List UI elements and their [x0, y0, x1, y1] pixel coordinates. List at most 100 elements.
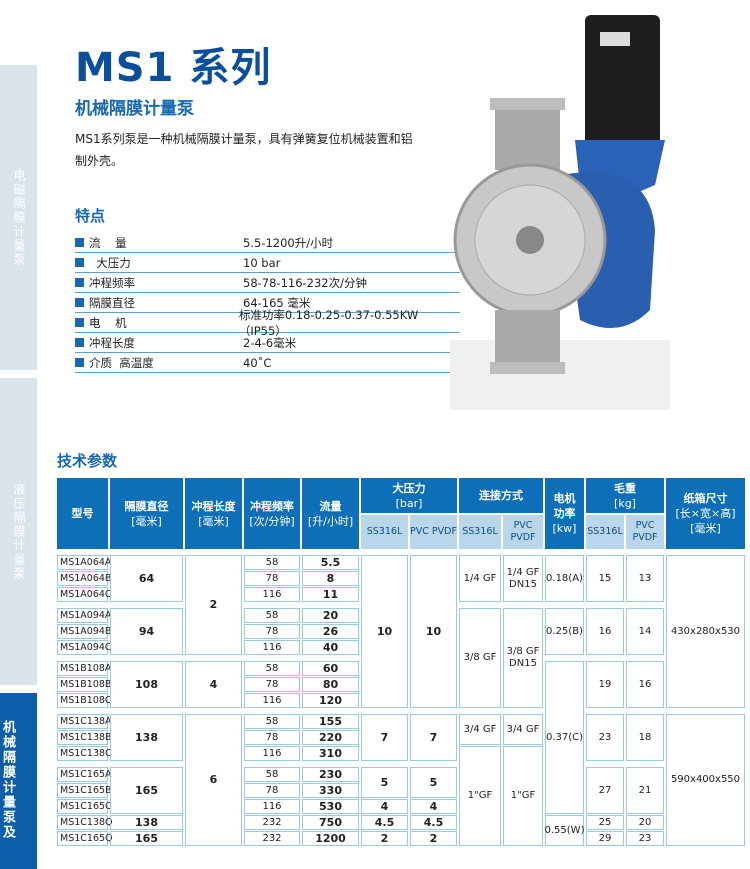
subheader-ss: SS316L — [361, 515, 408, 549]
weight-ss-cell: 23 — [586, 714, 624, 761]
frequency-cell: 78 — [244, 783, 300, 798]
flow-cell: 530 — [302, 799, 359, 814]
frequency-cell: 78 — [244, 624, 300, 639]
feature-value: 64-165 毫米 — [243, 295, 311, 310]
subheader-pvc: PVC PVDF — [503, 515, 543, 549]
page-subtitle: 机械隔膜计量泵 — [75, 99, 194, 119]
header-label: 功率 — [553, 507, 576, 520]
model-cell: MS1A064C — [57, 587, 112, 602]
weight-pvc-cell: 14 — [626, 608, 664, 655]
diameter-cell: 138 — [110, 714, 183, 761]
bullet-square-icon — [75, 258, 84, 267]
header-motor: 电机功率 [kw] — [545, 478, 584, 549]
flow-cell: 230 — [302, 767, 359, 782]
subheader-ss: SS316L — [459, 515, 501, 549]
flow-cell: 80 — [302, 677, 359, 692]
bullet-square-icon — [75, 278, 84, 287]
flow-cell: 5.5 — [302, 555, 359, 570]
weight-ss-cell: 19 — [586, 661, 624, 708]
spec-table-header: 型号 隔膜直径 [毫米] 冲程长度 [毫米] 冲程频率 [次/分钟] 流量 [升/小时]… — [57, 478, 745, 549]
weight-ss-cell: 25 — [586, 815, 624, 830]
feature-label: 介质 高温度 — [89, 355, 154, 370]
flow-cell: 155 — [302, 714, 359, 729]
frequency-cell: 116 — [244, 693, 300, 708]
diameter-cell: 138 — [110, 815, 183, 830]
box-size-cell: 590x400x550 — [666, 714, 745, 846]
feature-value: 58-78-116-232次/分钟 — [243, 275, 367, 290]
frequency-cell: 78 — [244, 677, 300, 692]
model-cell: MS1C138Q — [57, 815, 113, 830]
feature-row: 介质 高温度 40˚C — [75, 353, 460, 373]
feature-value: 5.5-1200升/小时 — [243, 235, 334, 250]
pressure-ss-cell: 4 — [361, 799, 408, 814]
flow-cell: 26 — [302, 624, 359, 639]
feature-value: 40˚C — [243, 355, 272, 370]
model-cell: MS1A094C — [57, 640, 112, 655]
motor-cell: 0.18(A) — [545, 555, 584, 602]
stroke-cell: 6 — [185, 714, 242, 846]
feature-value: 标准功率0.18-0.25-0.37-0.55KW（IP55） — [238, 307, 419, 338]
side-tab-electromagnetic[interactable]: 电磁隔膜计量泵 — [0, 65, 37, 370]
feature-label: 隔膜直径 — [89, 295, 135, 310]
side-tab-mechanical[interactable]: 机械隔膜计量泵及 — [0, 693, 37, 869]
flow-cell: 20 — [302, 608, 359, 623]
header-label: 冲程频率 — [250, 499, 294, 513]
flow-cell: 750 — [302, 815, 359, 830]
header-model: 型号 — [57, 478, 108, 549]
pressure-pvc-cell: 4.5 — [410, 815, 457, 830]
header-unit: [毫米] — [198, 514, 229, 528]
header-label: 纸箱尺寸 — [683, 492, 728, 505]
header-label: 大压力 — [392, 481, 426, 495]
diameter-cell: 64 — [110, 555, 183, 602]
feature-label: 流 量 — [89, 235, 127, 250]
header-unit: [kw] — [552, 522, 577, 535]
feature-row: 大压力 10 bar — [75, 253, 460, 273]
feature-label: 冲程频率 — [89, 275, 135, 290]
pressure-pvc-cell: 4 — [410, 799, 457, 814]
weight-ss-cell: 15 — [586, 555, 624, 602]
model-cell: MS1B108A — [57, 661, 111, 676]
connection-ss-cell: 3/8 GF — [459, 608, 501, 708]
pressure-pvc-cell: 2 — [410, 831, 457, 846]
frequency-cell: 232 — [244, 815, 300, 830]
weight-pvc-cell: 23 — [626, 831, 664, 846]
diameter-cell: 94 — [110, 608, 183, 655]
bullet-square-icon — [75, 338, 84, 347]
model-cell: MS1A094A — [57, 608, 111, 623]
model-cell: MS1C138A — [57, 714, 112, 729]
weight-ss-cell: 29 — [586, 831, 624, 846]
frequency-cell: 116 — [244, 587, 300, 602]
header-unit: [bar] — [395, 496, 423, 510]
header-label: 毛重 — [614, 481, 636, 495]
connection-ss-cell: 1/4 GF — [459, 555, 501, 602]
motor-cell: 0.55(W) — [545, 815, 584, 846]
weight-ss-cell: 16 — [586, 608, 624, 655]
side-tab-hydraulic[interactable]: 液压隔膜计量泵 — [0, 378, 37, 685]
feature-row: 流 量 5.5-1200升/小时 — [75, 233, 460, 253]
box-size-cell: 430x280x530 — [666, 555, 745, 708]
model-cell: MS1B108C — [57, 693, 112, 708]
header-connection: 连接方式 — [459, 478, 543, 513]
subheader-pvc: PVC PVDF — [410, 515, 457, 549]
connection-pvc-cell: 3/8 GF DN15 — [503, 608, 543, 708]
description: MS1系列泵是一种机械隔膜计量泵，具有弹簧复位机械装置和铝制外壳。 — [75, 132, 413, 168]
flow-cell: 220 — [302, 730, 359, 745]
connection-pvc-cell: 1"GF — [503, 746, 543, 846]
connection-pvc-cell: 3/4 GF — [503, 714, 543, 745]
model-cell: MS1A094B — [57, 624, 111, 639]
bullet-square-icon — [75, 238, 84, 247]
pressure-ss-cell: 10 — [361, 555, 408, 708]
motor-cell: 0.37(C) — [545, 661, 584, 814]
model-cell: MS1C165B — [57, 783, 112, 798]
model-cell: MS1C165A — [57, 767, 112, 782]
feature-row: 电 机 标准功率0.18-0.25-0.37-0.55KW（IP55） — [75, 308, 460, 338]
feature-row: 冲程频率 58-78-116-232次/分钟 — [75, 273, 460, 293]
flow-cell: 310 — [302, 746, 359, 761]
model-cell: MS1C165Q — [57, 831, 113, 846]
header-label: 电机 — [553, 492, 576, 505]
frequency-cell: 116 — [244, 799, 300, 814]
model-cell: MS1A064A — [57, 555, 111, 570]
header-unit: [毫米] — [131, 514, 162, 528]
pressure-pvc-cell: 7 — [410, 714, 457, 761]
page-title: MS1 系列 — [75, 45, 272, 91]
